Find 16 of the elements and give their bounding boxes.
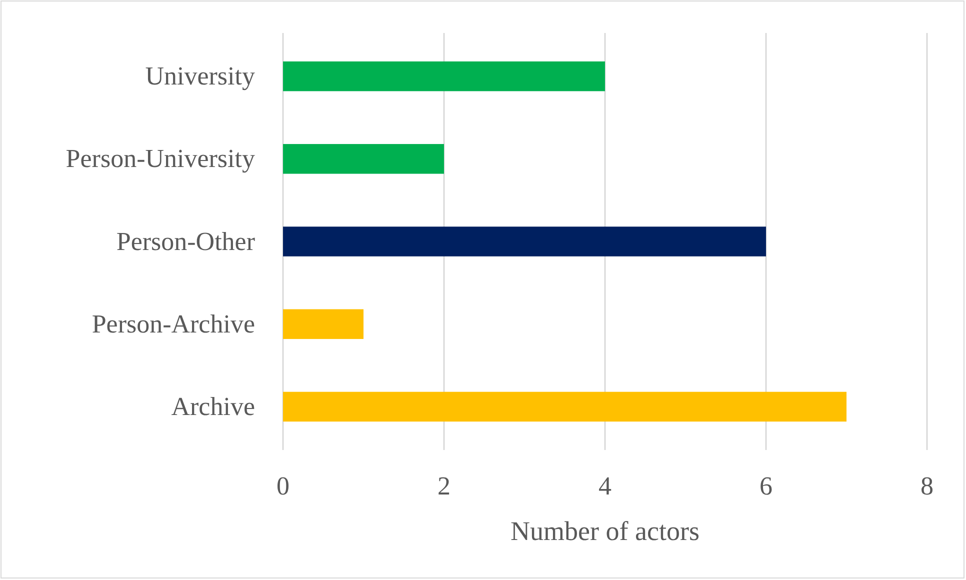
x-tick-label: 4 bbox=[598, 471, 612, 500]
y-tick-label: Archive bbox=[171, 392, 255, 422]
bar bbox=[283, 392, 846, 422]
bar bbox=[283, 144, 444, 174]
x-tick-label: 8 bbox=[920, 471, 934, 500]
y-tick-label: Person-Other bbox=[116, 226, 256, 256]
x-tick-label: 2 bbox=[438, 471, 450, 500]
y-tick-label: Person-Archive bbox=[92, 309, 255, 338]
y-tick-label: University bbox=[145, 62, 255, 91]
x-axis-title: Number of actors bbox=[510, 516, 700, 546]
x-tick-label: 0 bbox=[276, 471, 290, 500]
x-tick-label: 6 bbox=[760, 471, 772, 500]
y-tick-label: Person-University bbox=[66, 144, 255, 174]
bar bbox=[283, 309, 364, 339]
bar bbox=[283, 61, 605, 92]
bar bbox=[283, 226, 766, 256]
